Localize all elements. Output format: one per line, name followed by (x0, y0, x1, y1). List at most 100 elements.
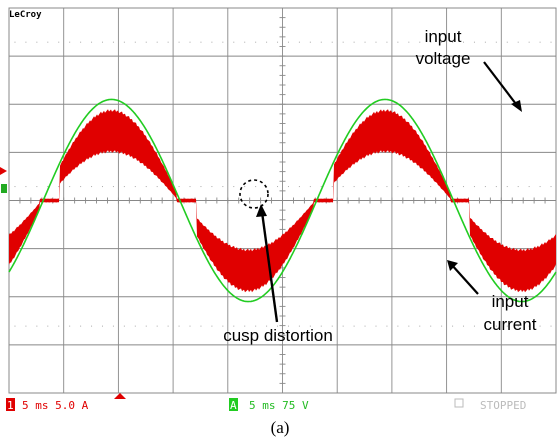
grid-dot (14, 41, 16, 43)
channel-a-settings: 5 ms 75 V (249, 399, 309, 412)
grid-dot (375, 41, 377, 43)
grid-dot (200, 186, 202, 188)
grid-dot (25, 41, 27, 43)
grid-dot (506, 41, 508, 43)
grid-dot (517, 186, 519, 188)
grid-dot (550, 41, 552, 43)
grid-dot (342, 41, 344, 43)
grid-dot (473, 186, 475, 188)
channel-a-marker-bg (229, 398, 238, 411)
channel-1-marker: 1 (7, 399, 14, 412)
grid-dot (517, 41, 519, 43)
grid-dot (266, 41, 268, 43)
grid-dot (495, 41, 497, 43)
grid-dot (255, 41, 257, 43)
grid-dot (320, 186, 322, 188)
grid-dot (287, 186, 289, 188)
grid-dot (331, 325, 333, 327)
grid-dot (386, 325, 388, 327)
grid-dot (495, 186, 497, 188)
channel-a-marker: A (230, 399, 237, 412)
grid-dot (189, 325, 191, 327)
grid-dot (506, 186, 508, 188)
voltage-label-line2: voltage (416, 49, 471, 68)
grid-dot (101, 41, 103, 43)
ground-level-marker (1, 184, 7, 193)
grid-dot (397, 186, 399, 188)
grid-dot (233, 41, 235, 43)
grid-dot (91, 41, 93, 43)
grid-dot (36, 186, 38, 188)
grid-dot (255, 186, 257, 188)
grid-dot (353, 186, 355, 188)
acquisition-status-box (454, 398, 464, 408)
grid-dot (441, 325, 443, 327)
grid-dot (309, 325, 311, 327)
grid-dot (145, 325, 147, 327)
grid-dot (397, 325, 399, 327)
grid-dot (386, 186, 388, 188)
input-voltage-trace (8, 98, 557, 303)
grid-dot (419, 325, 421, 327)
grid-dot (80, 41, 82, 43)
grid-dot (123, 41, 125, 43)
grid-dot (178, 325, 180, 327)
grid-dot (156, 41, 158, 43)
grid-dot (244, 186, 246, 188)
grid-dot (222, 325, 224, 327)
figure-caption: (a) (271, 418, 290, 437)
grid-dot (156, 325, 158, 327)
grid-dot (91, 186, 93, 188)
grid-dot (353, 325, 355, 327)
grid-dot (452, 41, 454, 43)
grid-dot (320, 41, 322, 43)
cusp-distortion-label: cusp distortion (223, 326, 333, 345)
grid-dot (430, 41, 432, 43)
grid-dot (255, 325, 257, 327)
trigger-position-marker (114, 393, 126, 399)
grid-dot (145, 186, 147, 188)
grid-dot (277, 325, 279, 327)
grid-dot (69, 41, 71, 43)
grid-dot (528, 41, 530, 43)
grid-dot (233, 325, 235, 327)
grid-dot (331, 186, 333, 188)
grid-dot (25, 186, 27, 188)
grid-dot (408, 41, 410, 43)
grid-dot (134, 186, 136, 188)
grid-dot (156, 186, 158, 188)
grid-dot (222, 41, 224, 43)
grid-dot (408, 325, 410, 327)
grid-dot (69, 186, 71, 188)
cusp-arrow-head (256, 204, 267, 217)
grid-dot (397, 41, 399, 43)
grid-dot (342, 186, 344, 188)
grid-dot (484, 325, 486, 327)
grid-dot (112, 186, 114, 188)
grid-dot (364, 186, 366, 188)
grid-dot (353, 41, 355, 43)
voltage-label-line1: input (425, 27, 462, 46)
grid-dot (58, 41, 60, 43)
grid-dot (167, 41, 169, 43)
grid-dot (419, 186, 421, 188)
grid-dot (244, 41, 246, 43)
grid-dot (211, 186, 213, 188)
grid-dot (80, 186, 82, 188)
grid-dot (287, 41, 289, 43)
grid-dot (123, 325, 125, 327)
acquisition-status: STOPPED (480, 399, 526, 412)
grid-dot (364, 325, 366, 327)
grid-dot (36, 41, 38, 43)
trigger-level-marker (0, 167, 7, 175)
grid-dot (211, 41, 213, 43)
grid-dot (517, 325, 519, 327)
grid-dot (277, 186, 279, 188)
voltage-annotation-arrow (483, 61, 520, 109)
grid-dot (463, 186, 465, 188)
grid-dot (277, 41, 279, 43)
grid-dot (309, 41, 311, 43)
grid-dot (101, 186, 103, 188)
grid-dot (14, 186, 16, 188)
cusp-annotation-arrow (260, 211, 279, 323)
